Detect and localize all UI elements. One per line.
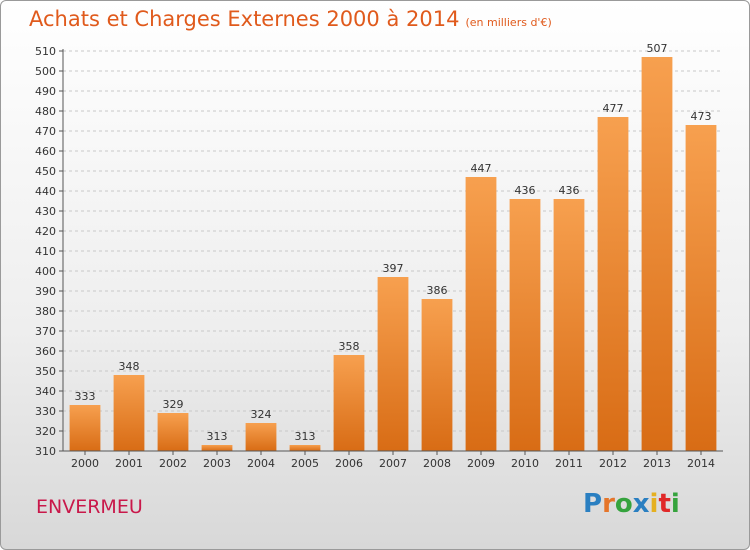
data-label-2009: 447 xyxy=(471,162,492,175)
data-label-2004: 324 xyxy=(251,408,272,421)
data-label-2003: 313 xyxy=(207,430,228,443)
bar-2011 xyxy=(553,199,585,451)
proxiti-logo: Proxiti xyxy=(583,489,680,519)
y-tick-label: 330 xyxy=(35,405,56,418)
chart-subtitle: (en milliers d'€) xyxy=(465,16,552,29)
data-label-2000: 333 xyxy=(75,390,96,403)
y-tick-label: 510 xyxy=(35,45,56,58)
x-tick-label-2007: 2007 xyxy=(379,457,407,470)
y-tick-label: 400 xyxy=(35,265,56,278)
data-label-2012: 477 xyxy=(603,102,624,115)
x-tick-label-2003: 2003 xyxy=(203,457,231,470)
x-tick-label-2011: 2011 xyxy=(555,457,583,470)
y-tick-label: 340 xyxy=(35,385,56,398)
x-tick-label-2005: 2005 xyxy=(291,457,319,470)
y-tick-label: 480 xyxy=(35,105,56,118)
commune-name: ENVERMEU xyxy=(36,496,143,518)
y-tick-label: 350 xyxy=(35,365,56,378)
bar-2000 xyxy=(69,405,101,451)
bar-2008 xyxy=(421,299,453,451)
bar-2010 xyxy=(509,199,541,451)
data-label-2013: 507 xyxy=(647,42,668,55)
y-tick-label: 360 xyxy=(35,345,56,358)
x-tick-label-2000: 2000 xyxy=(71,457,99,470)
data-label-2005: 313 xyxy=(295,430,316,443)
y-tick-label: 500 xyxy=(35,65,56,78)
bar-2003 xyxy=(201,445,233,451)
data-label-2010: 436 xyxy=(515,184,536,197)
chart-title: Achats et Charges Externes 2000 à 2014 (e… xyxy=(29,7,552,31)
data-label-2008: 386 xyxy=(427,284,448,297)
y-tick-label: 470 xyxy=(35,125,56,138)
bar-2009 xyxy=(465,177,497,451)
x-tick-label-2002: 2002 xyxy=(159,457,187,470)
data-label-2007: 397 xyxy=(383,262,404,275)
y-tick-label: 390 xyxy=(35,285,56,298)
bar-2007 xyxy=(377,277,409,451)
y-tick-label: 410 xyxy=(35,245,56,258)
y-tick-label: 430 xyxy=(35,205,56,218)
data-label-2001: 348 xyxy=(119,360,140,373)
x-tick-label-2010: 2010 xyxy=(511,457,539,470)
chart-title-text: Achats et Charges Externes 2000 à 2014 xyxy=(29,7,460,31)
y-tick-label: 450 xyxy=(35,165,56,178)
data-label-2014: 473 xyxy=(691,110,712,123)
y-tick-label: 490 xyxy=(35,85,56,98)
y-tick-label: 320 xyxy=(35,425,56,438)
x-tick-label-2008: 2008 xyxy=(423,457,451,470)
y-tick-label: 440 xyxy=(35,185,56,198)
bar-2013 xyxy=(641,57,673,451)
x-tick-label-2013: 2013 xyxy=(643,457,671,470)
bar-2005 xyxy=(289,445,321,451)
bar-2004 xyxy=(245,423,277,451)
bar-2001 xyxy=(113,375,145,451)
y-tick-label: 310 xyxy=(35,445,56,458)
x-tick-label-2009: 2009 xyxy=(467,457,495,470)
y-tick-label: 460 xyxy=(35,145,56,158)
bar-2006 xyxy=(333,355,365,451)
bar-2002 xyxy=(157,413,189,451)
data-label-2011: 436 xyxy=(559,184,580,197)
x-tick-label-2001: 2001 xyxy=(115,457,143,470)
x-tick-label-2012: 2012 xyxy=(599,457,627,470)
data-label-2002: 329 xyxy=(163,398,184,411)
bar-2014 xyxy=(685,125,717,451)
y-tick-label: 420 xyxy=(35,225,56,238)
bar-2012 xyxy=(597,117,629,451)
x-tick-label-2006: 2006 xyxy=(335,457,363,470)
x-tick-label-2004: 2004 xyxy=(247,457,275,470)
y-tick-label: 370 xyxy=(35,325,56,338)
x-tick-label-2014: 2014 xyxy=(687,457,715,470)
data-label-2006: 358 xyxy=(339,340,360,353)
y-tick-label: 380 xyxy=(35,305,56,318)
